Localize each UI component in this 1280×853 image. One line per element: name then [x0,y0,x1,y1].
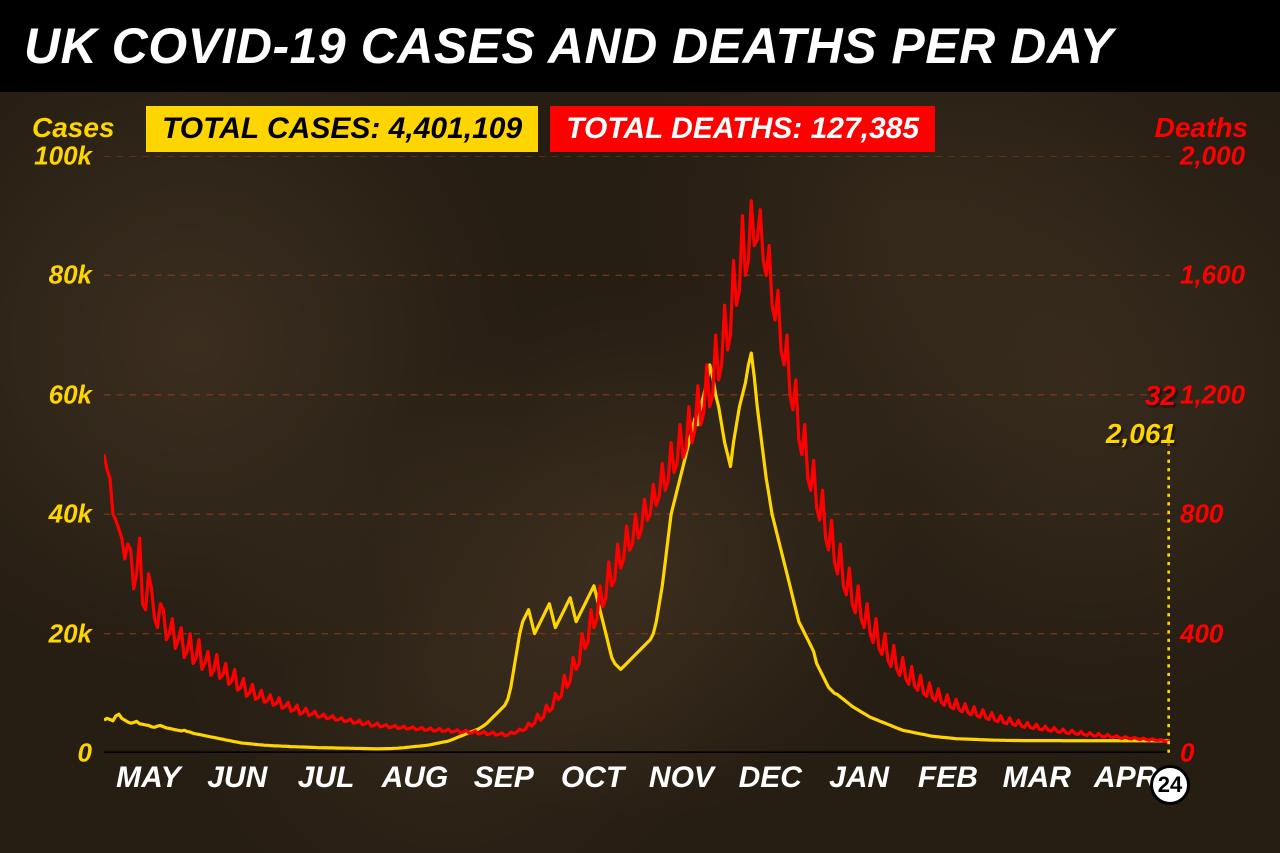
y-right-tick: 1,200 [1180,379,1245,410]
y-left-tick: 20k [49,618,92,649]
y-left-tick: 60k [49,379,92,410]
totals-badges: TOTAL CASES: 4,401,109 TOTAL DEATHS: 127… [146,106,935,152]
latest-deaths-value: 32 [1145,380,1176,412]
y-axis-right-ticks: 04008001,2001,6002,000 [1174,156,1254,753]
end-date-marker: 24 [1150,765,1190,805]
x-month-label: JUL [298,761,355,795]
chart-container: Cases Deaths TOTAL CASES: 4,401,109 TOTA… [26,100,1254,833]
x-month-label: JUN [207,761,267,795]
x-month-label: APR [1094,761,1157,795]
total-cases-badge: TOTAL CASES: 4,401,109 [146,106,538,152]
y-right-tick: 800 [1180,499,1223,530]
x-month-label: SEP [474,761,534,795]
x-month-label: JAN [829,761,889,795]
y-right-tick: 2,000 [1180,141,1245,172]
x-month-label: DEC [739,761,802,795]
cases-line [104,353,1170,749]
y-left-tick: 40k [49,499,92,530]
y-left-tick: 0 [78,738,92,769]
plot-area [104,156,1170,753]
y-left-tick: 100k [34,141,92,172]
x-month-label: FEB [918,761,978,795]
y-right-tick: 1,600 [1180,260,1245,291]
x-month-label: AUG [382,761,449,795]
y-right-tick: 0 [1180,738,1194,769]
page-title: UK COVID-19 CASES AND DEATHS PER DAY [24,17,1113,75]
end-date-label: 24 [1158,772,1182,798]
x-month-label: NOV [649,761,714,795]
x-month-label: MAR [1003,761,1071,795]
latest-cases-value: 2,061 [1106,418,1176,450]
y-left-tick: 80k [49,260,92,291]
x-month-label: OCT [561,761,624,795]
y-axis-right-label: Deaths [1155,112,1248,144]
y-right-tick: 400 [1180,618,1223,649]
total-deaths-badge: TOTAL DEATHS: 127,385 [550,106,935,152]
y-axis-left-ticks: 020k40k60k80k100k [26,156,98,753]
chart-svg [104,156,1170,753]
x-axis-labels: MAY JUN JUL AUG SEP OCT NOV DEC JAN FEB MAR APR [104,761,1170,803]
y-axis-left-label: Cases [32,112,115,144]
deaths-line [104,201,1170,742]
header-bar: UK COVID-19 CASES AND DEATHS PER DAY [0,0,1280,92]
x-month-label: MAY [116,761,180,795]
